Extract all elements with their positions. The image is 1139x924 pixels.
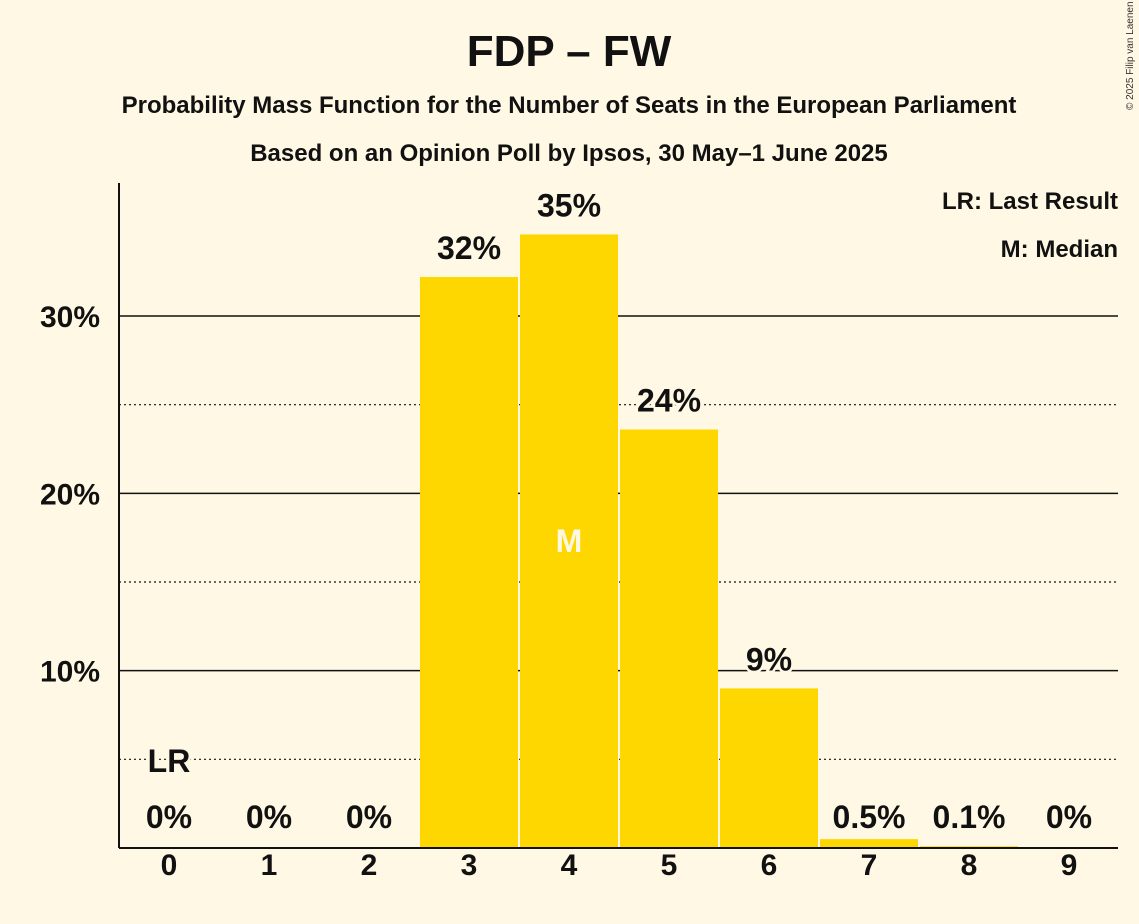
data-label: 24% (637, 382, 701, 418)
y-tick-label: 20% (40, 478, 100, 511)
bar (820, 839, 918, 848)
x-tick-label: 0 (161, 849, 178, 882)
y-tick-label: 10% (40, 656, 100, 689)
bar (720, 688, 818, 848)
data-label: 9% (746, 641, 792, 677)
data-label: 0.5% (833, 799, 906, 835)
chart-source: Based on an Opinion Poll by Ipsos, 30 Ma… (250, 140, 888, 167)
x-tick-label: 3 (461, 849, 478, 882)
legend-median: M: Median (1001, 236, 1118, 263)
data-labels: 0% 0 0% 1 0% 2 32% 3 35% 4 24% 5 9% 6 0.5% 7 0.1% 8 0% 9 LR M (145, 185, 1092, 882)
x-tick-label: 5 (661, 849, 678, 882)
bars (420, 234, 1018, 849)
data-label: 0.1% (933, 799, 1006, 835)
gridlines: 10% 20% 30% (40, 301, 1118, 760)
x-tick-label: 1 (261, 849, 278, 882)
x-tick-label: 8 (961, 849, 978, 882)
chart-subtitle: Probability Mass Function for the Number… (122, 92, 1017, 119)
y-tick-label: 30% (40, 301, 100, 334)
bar (620, 429, 718, 848)
data-label: 0% (146, 799, 192, 835)
x-tick-label: 7 (861, 849, 878, 882)
last-result-marker: LR (148, 743, 191, 779)
data-label: 0% (1046, 799, 1092, 835)
data-label: 0% (246, 799, 292, 835)
axes (118, 183, 1118, 849)
x-tick-label: 2 (361, 849, 378, 882)
copyright-note: © 2025 Filip van Laenen (1125, 1, 1136, 110)
median-marker: M (556, 523, 583, 559)
legend-last-result: LR: Last Result (942, 188, 1118, 215)
x-tick-label: 6 (761, 849, 778, 882)
bar (420, 276, 518, 848)
x-tick-label: 9 (1061, 849, 1078, 882)
x-tick-label: 4 (561, 849, 578, 882)
chart-title: FDP – FW (467, 27, 672, 76)
data-label: 0% (346, 799, 392, 835)
bar (520, 234, 618, 849)
data-label: 35% (537, 187, 601, 223)
data-label: 32% (437, 230, 501, 266)
